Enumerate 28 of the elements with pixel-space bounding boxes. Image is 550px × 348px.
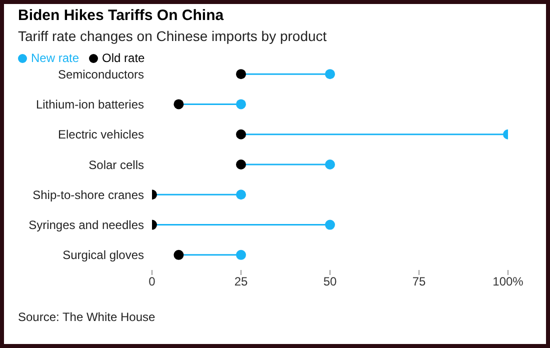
y-tick-label: Electric vehicles [58, 128, 144, 142]
chart-subtitle: Tariff rate changes on Chinese imports by product [18, 28, 327, 44]
point [236, 129, 246, 140]
point [174, 250, 184, 260]
legend-label: New rate [31, 51, 80, 65]
point [236, 69, 246, 80]
point [236, 160, 246, 170]
legend-label: Old rate [102, 51, 145, 65]
source-note: Source: The White House [18, 310, 156, 324]
chart-title: Biden Hikes Tariffs On China [18, 7, 224, 24]
point [236, 190, 246, 200]
y-tick-label: Ship-to-shore cranes [32, 188, 144, 202]
point [325, 160, 335, 170]
y-tick-label: Solar cells [88, 158, 144, 172]
y-tick-label: Surgical gloves [62, 248, 144, 262]
y-tick-label: Syringes and needles [28, 218, 144, 232]
x-tick-label: 25 [234, 274, 248, 289]
y-tick-label: Semiconductors [58, 67, 144, 82]
x-tick-label: 75 [412, 274, 426, 289]
x-tick-label: 0 [148, 274, 156, 289]
point [174, 99, 184, 110]
x-tick-label: 100% [492, 274, 524, 289]
point [325, 69, 335, 80]
point [325, 220, 335, 230]
x-tick-label: 50 [323, 274, 337, 289]
point [236, 99, 246, 110]
point [236, 250, 246, 260]
y-tick-label: Lithium-ion batteries [36, 97, 144, 112]
